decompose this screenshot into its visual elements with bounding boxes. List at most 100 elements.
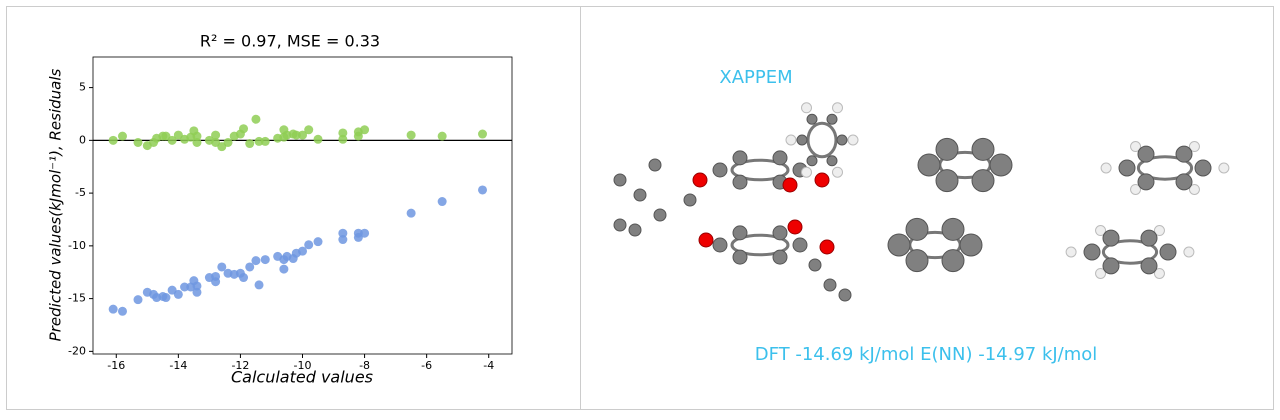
carbon <box>1102 257 1120 275</box>
chart-title: R² = 0.97, MSE = 0.33 <box>200 32 380 51</box>
point <box>478 185 488 195</box>
carbon <box>633 188 647 202</box>
point <box>304 240 314 250</box>
point <box>245 139 255 149</box>
point <box>353 228 363 238</box>
point <box>239 273 249 283</box>
carbon <box>712 237 728 253</box>
ring-bond <box>730 233 790 257</box>
carbon <box>806 113 818 125</box>
point <box>117 306 127 316</box>
carbon <box>712 162 728 178</box>
carbon <box>838 288 852 302</box>
carbon <box>935 169 959 193</box>
carbon <box>806 155 818 167</box>
point <box>192 131 202 141</box>
carbon <box>941 249 965 273</box>
hydrogen <box>1153 267 1165 279</box>
x-tick-label: -6 <box>421 359 432 372</box>
hydrogen <box>1218 162 1230 174</box>
carbon <box>917 153 941 177</box>
point <box>173 289 183 299</box>
point <box>437 197 447 207</box>
carbon <box>823 278 837 292</box>
x-tick-label: -12 <box>231 359 249 372</box>
y-tick-label: 0 <box>79 133 86 146</box>
carbon <box>732 150 748 166</box>
carbon <box>772 150 788 166</box>
point <box>298 246 307 256</box>
carbon <box>1194 159 1212 177</box>
point <box>338 228 348 238</box>
carbon <box>1159 243 1177 261</box>
hydrogen <box>1065 246 1077 258</box>
point <box>251 256 261 266</box>
carbon <box>613 218 627 232</box>
carbon <box>971 137 995 161</box>
point <box>211 277 221 287</box>
point <box>192 281 202 291</box>
carbon <box>935 137 959 161</box>
carbon <box>1175 145 1193 163</box>
carbon <box>1140 257 1158 275</box>
carbon <box>971 169 995 193</box>
carbon <box>1175 173 1193 191</box>
point <box>338 134 348 144</box>
oxygen <box>782 177 798 193</box>
ring-bond <box>730 158 790 182</box>
hydrogen <box>1183 246 1195 258</box>
x-tick-label: -16 <box>107 359 125 372</box>
carbon <box>772 249 788 265</box>
point <box>133 295 143 305</box>
hydrogen <box>1130 183 1142 195</box>
point <box>211 130 221 140</box>
point <box>478 129 488 139</box>
point <box>251 114 261 124</box>
carbon <box>653 208 667 222</box>
point <box>192 137 202 147</box>
carbon <box>1137 145 1155 163</box>
point <box>161 293 171 303</box>
point <box>180 282 190 292</box>
point <box>192 287 202 297</box>
point <box>338 128 348 138</box>
y-tick-label: -10 <box>68 239 86 252</box>
oxygen <box>787 219 803 235</box>
carbon <box>796 134 808 146</box>
point <box>260 255 270 265</box>
hydrogen <box>1130 141 1142 153</box>
point <box>298 130 307 140</box>
point <box>108 135 118 145</box>
ring-bond <box>806 121 838 159</box>
point <box>223 137 233 147</box>
carbon <box>887 233 911 257</box>
carbon <box>959 233 983 257</box>
hydrogen <box>1153 225 1165 237</box>
carbon <box>941 217 965 241</box>
point <box>279 264 289 274</box>
molecule-images <box>613 102 1230 302</box>
x-tick-label: -14 <box>169 359 187 372</box>
molecule-name: XAPPEM <box>719 67 792 88</box>
carbon <box>826 113 838 125</box>
hydrogen <box>801 102 812 114</box>
point <box>167 135 177 145</box>
carbon <box>648 158 662 172</box>
carbon <box>683 193 697 207</box>
point <box>406 208 416 218</box>
ring-bond <box>1101 239 1159 265</box>
point <box>338 235 348 245</box>
energy-caption: DFT -14.69 kJ/mol E(NN) -14.97 kJ/mol <box>755 344 1098 365</box>
point <box>245 262 255 272</box>
point <box>406 130 416 140</box>
hydrogen <box>1095 267 1107 279</box>
oxygen <box>698 232 714 248</box>
point <box>304 125 314 135</box>
carbon <box>1083 243 1101 261</box>
hydrogen <box>847 134 859 146</box>
carbon <box>1140 229 1158 247</box>
carbon <box>836 134 848 146</box>
carbon <box>989 153 1013 177</box>
carbon <box>772 225 788 241</box>
point <box>437 131 447 141</box>
